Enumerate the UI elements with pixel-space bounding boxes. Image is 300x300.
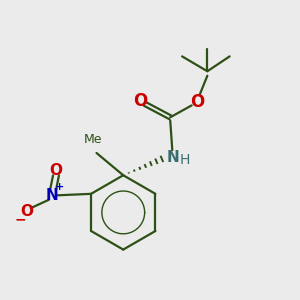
Text: H: H [179, 153, 190, 167]
Text: O: O [190, 93, 204, 111]
Text: O: O [49, 163, 62, 178]
Text: Me: Me [84, 134, 102, 146]
Text: O: O [134, 92, 148, 110]
Text: N: N [167, 150, 180, 165]
Text: −: − [15, 212, 26, 226]
Text: +: + [55, 182, 64, 192]
Text: O: O [21, 204, 34, 219]
Text: N: N [46, 188, 59, 203]
